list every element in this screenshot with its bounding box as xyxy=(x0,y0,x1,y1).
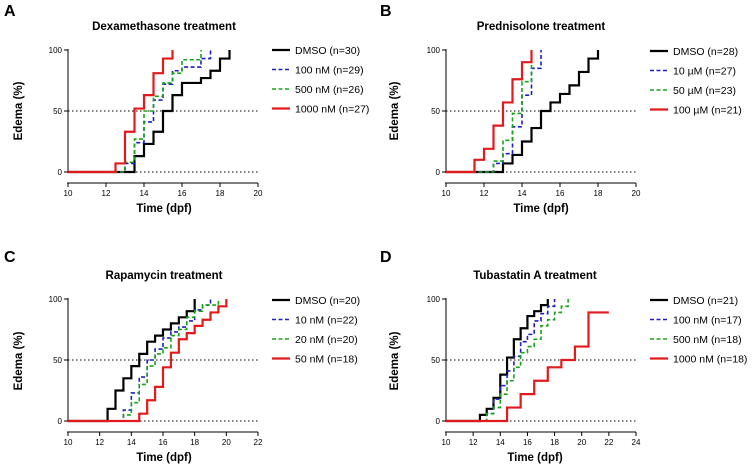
chart-title: Dexamethasone treatment xyxy=(92,21,236,33)
panel-letter: B xyxy=(380,3,392,20)
legend-label: 500 nM (n=18) xyxy=(673,334,742,346)
y-tick-label: 100 xyxy=(427,46,441,55)
series-line xyxy=(68,50,174,174)
y-tick-label: 0 xyxy=(58,417,63,426)
chart-panel-d: D Tubastatin A treatment Edema (%) Time … xyxy=(380,249,747,464)
y-axis-label: Edema (%) xyxy=(389,331,401,390)
legend-label: 100 nM (n=29) xyxy=(295,65,364,77)
chart-panel-b: B Prednisolone treatment Edema (%) Time … xyxy=(380,3,742,215)
x-tick-label: 18 xyxy=(550,438,559,447)
panel-letter: A xyxy=(4,3,16,20)
series-line xyxy=(446,50,600,174)
legend-label: 10 µM (n=27) xyxy=(673,66,736,78)
legend-label: DMSO (n=21) xyxy=(673,295,738,307)
chart-panel-a: A Dexamethasone treatment Edema (%) Time… xyxy=(4,3,369,215)
series-line xyxy=(446,50,533,174)
series-line xyxy=(68,50,212,173)
legend-label: 50 nM (n=18) xyxy=(295,354,358,366)
series-line xyxy=(446,50,533,173)
x-tick-label: 20 xyxy=(254,189,263,198)
chart-title: Prednisolone treatment xyxy=(477,21,606,33)
y-tick-label: 100 xyxy=(49,295,63,304)
y-tick-label: 50 xyxy=(431,356,440,365)
legend-label: DMSO (n=28) xyxy=(673,46,738,58)
x-tick-label: 18 xyxy=(216,189,225,198)
series-line xyxy=(446,299,549,423)
x-tick-label: 24 xyxy=(632,438,641,447)
y-tick-label: 50 xyxy=(53,107,62,116)
series-line xyxy=(446,311,609,423)
legend-label: DMSO (n=20) xyxy=(295,295,360,307)
series-line xyxy=(68,299,220,422)
series-line xyxy=(68,299,196,423)
panel-letter: D xyxy=(380,249,392,266)
legend-label: 100 nM (n=17) xyxy=(673,315,742,327)
x-tick-label: 16 xyxy=(556,189,565,198)
legend-label: 1000 nM (n=18) xyxy=(673,354,747,366)
legend-label: 100 µM (n=21) xyxy=(673,105,742,117)
y-tick-label: 50 xyxy=(53,356,62,365)
x-tick-label: 20 xyxy=(632,189,641,198)
x-tick-label: 10 xyxy=(64,438,73,447)
legend-label: 500 nM (n=26) xyxy=(295,84,364,96)
series-line xyxy=(68,299,228,423)
x-axis-label: Time (dpf) xyxy=(507,452,563,464)
chart-title: Tubastatin A treatment xyxy=(473,270,597,282)
y-tick-label: 100 xyxy=(427,295,441,304)
x-tick-label: 18 xyxy=(594,189,603,198)
y-axis-label: Edema (%) xyxy=(389,81,401,140)
y-tick-label: 0 xyxy=(436,168,441,177)
legend-label: 10 nM (n=22) xyxy=(295,315,358,327)
y-axis-label: Edema (%) xyxy=(13,331,25,390)
y-tick-label: 0 xyxy=(436,417,441,426)
legend-label: 20 nM (n=20) xyxy=(295,334,358,346)
x-tick-label: 20 xyxy=(222,438,231,447)
x-tick-label: 12 xyxy=(469,438,478,447)
y-tick-label: 100 xyxy=(49,46,63,55)
x-axis-label: Time (dpf) xyxy=(513,203,569,215)
x-tick-label: 14 xyxy=(496,438,505,447)
x-tick-label: 10 xyxy=(64,189,73,198)
x-tick-label: 12 xyxy=(95,438,104,447)
x-tick-label: 12 xyxy=(102,189,111,198)
x-tick-label: 14 xyxy=(127,438,136,447)
x-axis-label: Time (dpf) xyxy=(136,203,192,215)
y-tick-label: 0 xyxy=(58,168,63,177)
y-tick-label: 50 xyxy=(431,107,440,116)
chart-title: Rapamycin treatment xyxy=(106,270,223,282)
legend-label: DMSO (n=30) xyxy=(295,45,360,57)
panel-letter: C xyxy=(4,249,16,266)
x-tick-label: 22 xyxy=(254,438,263,447)
x-tick-label: 12 xyxy=(480,189,489,198)
x-tick-label: 20 xyxy=(577,438,586,447)
x-tick-label: 10 xyxy=(442,189,451,198)
x-tick-label: 14 xyxy=(140,189,149,198)
legend-label: 1000 nM (n=27) xyxy=(295,104,369,116)
x-tick-label: 22 xyxy=(604,438,613,447)
x-tick-label: 16 xyxy=(178,189,187,198)
x-tick-label: 14 xyxy=(518,189,527,198)
legend-label: 50 µM (n=23) xyxy=(673,85,736,97)
x-tick-label: 10 xyxy=(442,438,451,447)
y-axis-label: Edema (%) xyxy=(13,81,25,140)
x-tick-label: 18 xyxy=(190,438,199,447)
x-axis-label: Time (dpf) xyxy=(136,452,192,464)
series-line xyxy=(446,299,569,422)
chart-panel-c: C Rapamycin treatment Edema (%) Time (dp… xyxy=(4,249,360,464)
x-tick-label: 16 xyxy=(159,438,168,447)
x-tick-label: 16 xyxy=(523,438,532,447)
series-line xyxy=(68,50,231,174)
